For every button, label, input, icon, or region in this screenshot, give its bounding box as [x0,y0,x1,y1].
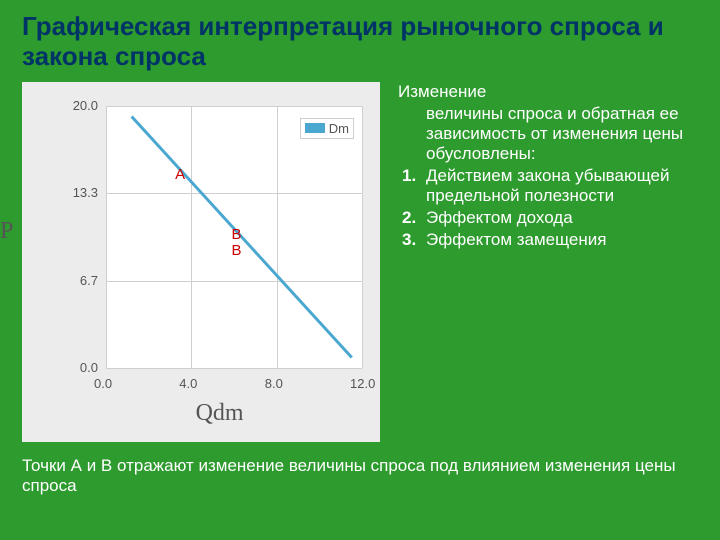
chart-panel: А ВВ 20.0 13.3 6.7 0.00.0 4.0 8.0 12.0 Qdm Dm [22,82,380,442]
x-tick-label: 12.0 [350,376,375,391]
y-tick-label: 0.0 [80,360,98,375]
chart-point-label: В [231,242,241,259]
y-tick-label: 20.0 [73,98,98,113]
content-row: P АВВ 20.013.36.70.00.04.08.012.0QdmDm И… [22,82,698,442]
text-column: Изменение величины спроса и обратная ее … [398,82,698,442]
x-tick-label: 4.0 [179,376,197,391]
reason-item: 3. Эффектом замещения [402,230,698,250]
y-tick-label: 13.3 [73,185,98,200]
reason-number: 1. [402,166,420,206]
y-tick-label: 6.7 [80,273,98,288]
gridline-horizontal [106,368,362,369]
reason-number: 2. [402,208,420,228]
reason-text: Эффектом дохода [426,208,698,228]
y-axis-label: P [0,218,13,245]
intro-line1: Изменение [398,82,698,102]
chart-point-label: В [231,226,241,243]
legend-label: Dm [329,121,349,136]
footer-text: Точки А и В отражают изменение величины … [22,456,698,496]
legend: Dm [300,118,354,139]
plot-area: А ВВ [106,106,362,368]
reason-item: 2. Эффектом дохода [402,208,698,228]
reason-item: 1.Действием закона убывающей предельной … [402,166,698,206]
intro-rest: величины спроса и обратная ее зависимост… [398,104,698,164]
chart-column: P АВВ 20.013.36.70.00.04.08.012.0QdmDm [22,82,380,442]
legend-swatch-icon [305,123,325,133]
slide-title: Графическая интерпретация рыночного спро… [22,12,698,72]
reason-text: Эффектом замещения [426,230,698,250]
gridline-vertical [362,106,363,368]
x-tick-label: 8.0 [265,376,283,391]
chart-inner: А ВВ 20.0 13.3 6.7 0.00.0 4.0 8.0 12.0 Qdm Dm [28,88,374,436]
reason-number: 3. [402,230,420,250]
reasons-list: 1.Действием закона убывающей предельной … [398,166,698,250]
slide: Графическая интерпретация рыночного спро… [0,0,720,540]
chart-point-label: А [175,166,185,183]
reason-text: Действием закона убывающей предельной по… [426,166,698,206]
x-axis-label: Qdm [196,400,244,427]
x-tick-label: 0.0 [94,376,112,391]
